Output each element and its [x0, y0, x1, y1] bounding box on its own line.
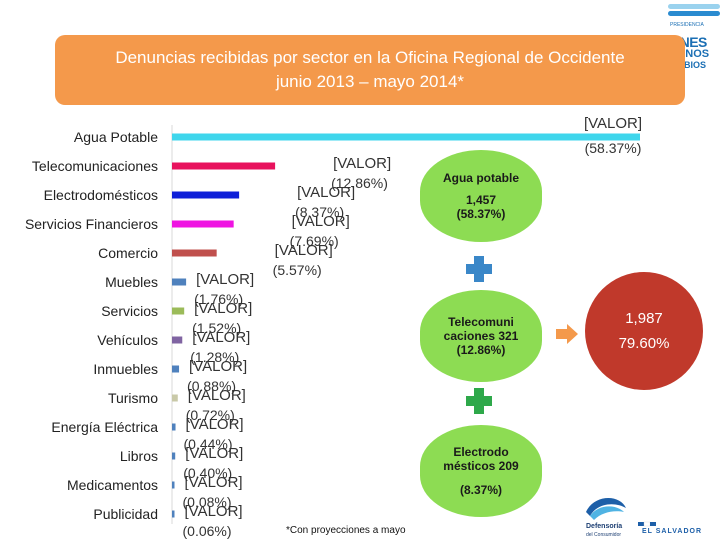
bar — [172, 249, 217, 257]
data-label-name: [VALOR] — [292, 213, 350, 230]
total-pct: 79.60% — [618, 335, 670, 352]
bar — [172, 336, 183, 344]
total-value: 1,987 — [625, 310, 663, 327]
summary-box-line: Electrodo — [453, 445, 509, 459]
data-label-pct: (0.08%) — [183, 494, 232, 510]
data-label-name: [VALOR] — [192, 329, 250, 346]
data-label-name: [VALOR] — [189, 358, 247, 375]
summary-box-line: caciones 321 — [443, 329, 519, 343]
data-label-pct: (0.40%) — [183, 465, 232, 481]
data-label-name: [VALOR] — [584, 115, 642, 132]
bar — [172, 220, 234, 228]
data-label-pct: (1.76%) — [194, 291, 243, 307]
summary-box-line: Telecomuni — [448, 315, 514, 329]
category-label: Inmuebles — [93, 361, 158, 377]
category-label: Telecomunicaciones — [32, 158, 158, 174]
data-label-pct: (7.69%) — [290, 233, 339, 249]
arrow-right-icon — [556, 324, 578, 344]
logo-swoosh — [586, 497, 626, 516]
category-label: Publicidad — [93, 506, 158, 522]
data-label-name: [VALOR] — [185, 445, 243, 462]
category-label: Electrodomésticos — [44, 187, 158, 203]
summary-box-line: (8.37%) — [459, 483, 503, 497]
data-label-pct: (0.72%) — [186, 407, 235, 423]
footnote: *Con proyecciones a mayo — [286, 525, 406, 536]
logo-stripe — [668, 4, 720, 9]
category-label: Medicamentos — [67, 477, 158, 493]
total-circle: 1,987 79.60% — [585, 272, 703, 390]
category-label: Libros — [120, 448, 158, 464]
data-label-pct: (8.37%) — [295, 204, 344, 220]
data-label-name: [VALOR] — [188, 387, 246, 404]
bar — [172, 133, 640, 141]
bar — [172, 278, 187, 286]
category-label: Servicios — [101, 303, 158, 319]
logo-low-text: AMBIOS — [670, 60, 706, 70]
bar — [172, 510, 175, 518]
logo-text-1: Defensoría — [586, 523, 622, 530]
data-label-name: [VALOR] — [185, 474, 243, 491]
category-label: Servicios Financieros — [25, 216, 158, 232]
data-label-pct: (12.86%) — [331, 175, 388, 191]
summary-box-agua: Agua potable 1,457 (58.37%) — [420, 150, 542, 242]
summary-box-line: Agua potable — [442, 171, 519, 185]
data-label-pct: (1.28%) — [190, 349, 239, 365]
chart-title-band: Denuncias recibidas por sector en la Ofi… — [55, 35, 685, 105]
summary-box-electro: Electrodo mésticos 209 (8.37%) — [420, 425, 542, 517]
data-label-name: [VALOR] — [196, 271, 254, 288]
data-label-pct: (58.37%) — [585, 140, 642, 156]
data-label-pct: (0.06%) — [183, 523, 232, 539]
data-label-pct: (0.88%) — [187, 378, 236, 394]
chart-title-line2: junio 2013 – mayo 2014* — [275, 72, 465, 91]
chart-title-line1: Denuncias recibidas por sector en la Ofi… — [115, 48, 625, 67]
plus-icon — [466, 388, 492, 414]
data-label-pct: (1.52%) — [192, 320, 241, 336]
logo-small-text: PRESIDENCIA — [670, 22, 704, 28]
bar — [172, 307, 185, 315]
data-label-name: [VALOR] — [194, 300, 252, 317]
summary-box-telecom: Telecomuni caciones 321 (12.86%) — [420, 290, 542, 382]
logo-text-2: del Consumidor — [586, 532, 621, 538]
data-label-name: [VALOR] — [185, 503, 243, 520]
bar — [172, 365, 180, 373]
data-label-name: [VALOR] — [275, 242, 333, 259]
bar — [172, 191, 240, 199]
defensoria-logo: Defensoría del Consumidor EL SALVADOR — [586, 497, 702, 538]
logo-stripe — [668, 11, 720, 16]
data-label-pct: (0.44%) — [184, 436, 233, 452]
summary-box-line: (58.37%) — [456, 207, 506, 221]
bar — [172, 423, 176, 431]
category-label: Turismo — [108, 390, 158, 406]
data-label-pct: (5.57%) — [273, 262, 322, 278]
bar — [172, 481, 175, 489]
category-label: Comercio — [98, 245, 158, 261]
summary-box-line: mésticos 209 — [443, 459, 519, 473]
data-label-name: [VALOR] — [186, 416, 244, 433]
data-label-name: [VALOR] — [297, 184, 355, 201]
category-label: Vehículos — [97, 332, 158, 348]
category-label: Muebles — [105, 274, 158, 290]
data-label-name: [VALOR] — [333, 155, 391, 172]
bar — [172, 394, 178, 402]
bar — [172, 452, 176, 460]
logo-text-3: EL SALVADOR — [642, 528, 702, 535]
summary-box-line: 1,457 — [465, 193, 497, 207]
category-label: Agua Potable — [74, 129, 158, 145]
category-label: Energía Eléctrica — [51, 419, 158, 435]
summary-box-line: (12.86%) — [456, 343, 506, 357]
plus-icon — [466, 256, 492, 282]
bar — [172, 162, 276, 170]
logo-swoosh — [590, 506, 624, 520]
